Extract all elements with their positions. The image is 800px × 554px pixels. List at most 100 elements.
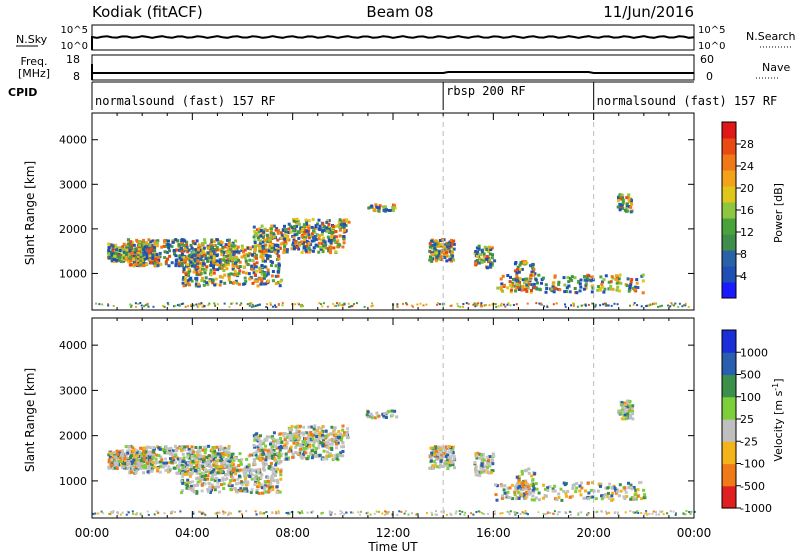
echo-cell	[274, 445, 278, 449]
echo-cell	[333, 454, 337, 457]
echo-cell	[261, 233, 265, 237]
echo-cell	[480, 250, 484, 254]
echo-cell	[318, 433, 321, 437]
echo-cell	[257, 491, 261, 495]
echo-cell	[629, 304, 631, 307]
echo-cell	[111, 246, 115, 250]
echo-cell	[453, 466, 456, 470]
echo-cell	[630, 278, 634, 281]
echo-cell	[291, 433, 295, 437]
echo-cell	[113, 259, 117, 263]
echo-cell	[542, 513, 545, 515]
echo-cell	[260, 447, 264, 451]
echo-cell	[341, 454, 345, 458]
echo-cell	[274, 474, 277, 477]
echo-cell	[325, 457, 329, 461]
echo-cell	[433, 243, 437, 247]
echo-cell	[236, 245, 240, 249]
echo-cell	[328, 251, 332, 255]
echo-cell	[195, 491, 199, 495]
y-tick-label: 3000	[59, 384, 87, 397]
echo-cell	[147, 305, 150, 308]
echo-cell	[257, 438, 261, 441]
echo-cell	[177, 262, 181, 266]
echo-cell	[194, 446, 198, 449]
echo-cell	[521, 278, 525, 282]
echo-cell	[396, 304, 399, 307]
echo-cell	[153, 246, 157, 250]
echo-cell	[265, 256, 269, 260]
echo-cell	[672, 510, 675, 513]
echo-cell	[442, 247, 446, 251]
echo-cell	[515, 282, 519, 286]
echo-cell	[584, 303, 587, 306]
echo-cell	[246, 262, 250, 266]
cpid-segment-label: normalsound (fast) 157 RF	[597, 94, 778, 108]
echo-cell	[149, 261, 153, 265]
echo-cell	[225, 477, 229, 481]
echo-cell	[188, 450, 192, 454]
echo-cell	[223, 478, 227, 482]
echo-cell	[434, 249, 438, 253]
echo-cell	[583, 303, 586, 306]
echo-cell	[345, 432, 348, 436]
echo-cell	[257, 227, 261, 231]
echo-cell	[193, 454, 197, 457]
echo-cell	[529, 483, 533, 487]
echo-cell	[587, 491, 591, 495]
echo-cell	[198, 479, 202, 483]
echo-cell	[628, 400, 632, 403]
echo-cell	[122, 462, 126, 466]
echo-cell	[312, 239, 316, 243]
echo-cell	[177, 243, 181, 247]
echo-cell	[272, 224, 276, 228]
echo-cell	[449, 250, 453, 254]
echo-cell	[266, 271, 270, 275]
echo-cell	[175, 471, 179, 475]
echo-cell	[333, 305, 336, 307]
echo-cell	[193, 261, 197, 265]
echo-cell	[521, 511, 524, 514]
echo-cell	[307, 219, 311, 223]
echo-cell	[315, 433, 318, 437]
echo-cell	[223, 464, 227, 468]
echo-cell	[378, 510, 380, 513]
echo-cell	[237, 250, 241, 254]
echo-cell	[161, 465, 165, 469]
colorbar-tick-label: 8	[740, 248, 747, 261]
echo-cell	[130, 305, 133, 308]
echo-cell	[321, 229, 324, 233]
echo-cell	[283, 245, 287, 249]
echo-cell	[263, 265, 267, 269]
echo-cell	[324, 435, 328, 438]
echo-cell	[263, 486, 267, 490]
echo-cell	[255, 304, 257, 307]
echo-cell	[132, 243, 136, 247]
echo-cell	[110, 252, 114, 256]
echo-cell	[175, 466, 178, 470]
echo-cell	[138, 466, 142, 470]
echo-cell	[203, 451, 207, 455]
echo-cell	[306, 511, 309, 514]
echo-cell	[312, 229, 315, 233]
colorbar-swatch	[722, 396, 736, 420]
echo-cell	[478, 456, 482, 460]
echo-cell	[577, 513, 580, 516]
echo-cell	[463, 513, 466, 516]
echo-cell	[318, 224, 322, 228]
echo-cell	[194, 250, 198, 253]
echo-cell	[127, 253, 131, 256]
echo-cell	[327, 454, 331, 458]
echo-cell	[639, 480, 643, 484]
echo-cell	[108, 512, 111, 515]
echo-cell	[146, 302, 149, 305]
echo-cell	[309, 430, 313, 434]
echo-cell	[210, 478, 214, 482]
echo-cell	[319, 431, 323, 435]
echo-cell	[515, 475, 519, 479]
echo-cell	[342, 237, 346, 240]
echo-cell	[253, 273, 257, 277]
echo-cell	[261, 240, 265, 244]
echo-cell	[627, 485, 631, 489]
echo-cell	[475, 246, 479, 250]
